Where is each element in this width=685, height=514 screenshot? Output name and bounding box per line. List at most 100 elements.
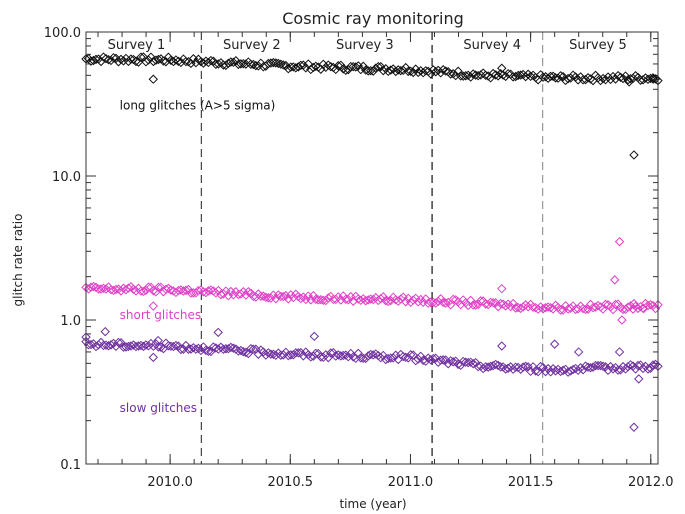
survey-label: Survey 3 (336, 38, 394, 53)
series-point (228, 343, 239, 353)
series-label: slow glitches (120, 401, 197, 415)
series-point (198, 58, 209, 68)
series-point (620, 71, 631, 81)
series-point (545, 71, 556, 82)
series-point (376, 352, 386, 363)
series-point (598, 73, 608, 84)
series-point (503, 68, 513, 79)
series-point (248, 344, 259, 354)
series-point (468, 69, 478, 79)
series-point (548, 304, 558, 314)
series-point (148, 56, 159, 67)
series-point (296, 347, 306, 358)
series-point (386, 295, 396, 306)
series-point (430, 353, 441, 363)
series-point (266, 349, 276, 359)
survey-label: Survey 2 (223, 38, 281, 53)
series-point (276, 59, 286, 69)
series-point (629, 150, 639, 160)
series-point (238, 347, 249, 357)
series-point (233, 59, 244, 70)
series-point (288, 292, 299, 303)
series-point (500, 71, 511, 82)
series-point (191, 58, 201, 68)
series-point (525, 71, 536, 82)
series-point (293, 348, 304, 358)
series-point (613, 299, 623, 309)
series-point (490, 70, 501, 80)
series-point (196, 56, 206, 67)
series-point (371, 349, 381, 359)
series-point (241, 290, 251, 300)
series-point (543, 302, 553, 312)
series-point (623, 362, 633, 372)
series-point (138, 52, 149, 62)
series-point (271, 58, 281, 68)
series-point (98, 52, 109, 62)
series-point (558, 305, 568, 315)
series-point (246, 59, 256, 70)
series-point (148, 352, 159, 363)
series-point (378, 350, 388, 361)
series-point (618, 304, 628, 315)
series-point (585, 362, 596, 373)
series-point (136, 52, 146, 62)
series-point (381, 354, 391, 365)
series-point (166, 341, 176, 351)
series-point (615, 72, 626, 83)
series-point (191, 344, 201, 354)
series-point (311, 61, 321, 71)
series-point (228, 57, 239, 68)
series-point (281, 290, 291, 301)
series-point (141, 57, 151, 67)
series-point (226, 57, 236, 67)
series-point (203, 57, 214, 68)
series-point (198, 287, 209, 297)
series-point (513, 70, 523, 81)
series-point (603, 365, 613, 376)
series-point (629, 298, 639, 309)
series-point (223, 58, 234, 69)
series-point (311, 348, 321, 359)
series-point (635, 360, 646, 370)
chart-title: Cosmic ray monitoring (282, 9, 464, 28)
series-point (338, 291, 348, 301)
x-tick-label: 2012.0 (628, 475, 674, 490)
series-point (343, 295, 353, 305)
series-point (425, 354, 436, 365)
series-point (336, 60, 346, 70)
series-point (331, 64, 341, 75)
series-point (580, 361, 591, 371)
series-point (253, 349, 264, 359)
series-point (183, 344, 194, 354)
series-point (608, 364, 618, 374)
series-point (131, 56, 141, 67)
series-point (138, 341, 149, 352)
survey-label: Survey 5 (569, 38, 627, 53)
series-point (218, 60, 229, 70)
series-point (166, 285, 176, 295)
series-point (595, 75, 606, 86)
series-point (480, 299, 491, 309)
series-point (143, 55, 154, 65)
series-point (401, 62, 411, 73)
series-point (635, 75, 646, 85)
series-point (497, 341, 507, 351)
series-point (168, 341, 179, 352)
series-point (420, 66, 431, 76)
series-point (213, 327, 223, 338)
series-point (573, 365, 583, 376)
series-point (453, 66, 463, 76)
series-point (221, 344, 231, 354)
series-point (236, 289, 246, 299)
series-point (158, 56, 169, 66)
series-point (420, 356, 431, 366)
series-point (423, 298, 433, 308)
series-point (411, 64, 421, 74)
series-point (565, 303, 576, 313)
series-point (273, 58, 284, 69)
series-point (321, 62, 331, 73)
series-point (403, 293, 413, 304)
series-point (373, 61, 383, 72)
series-point (530, 366, 541, 376)
